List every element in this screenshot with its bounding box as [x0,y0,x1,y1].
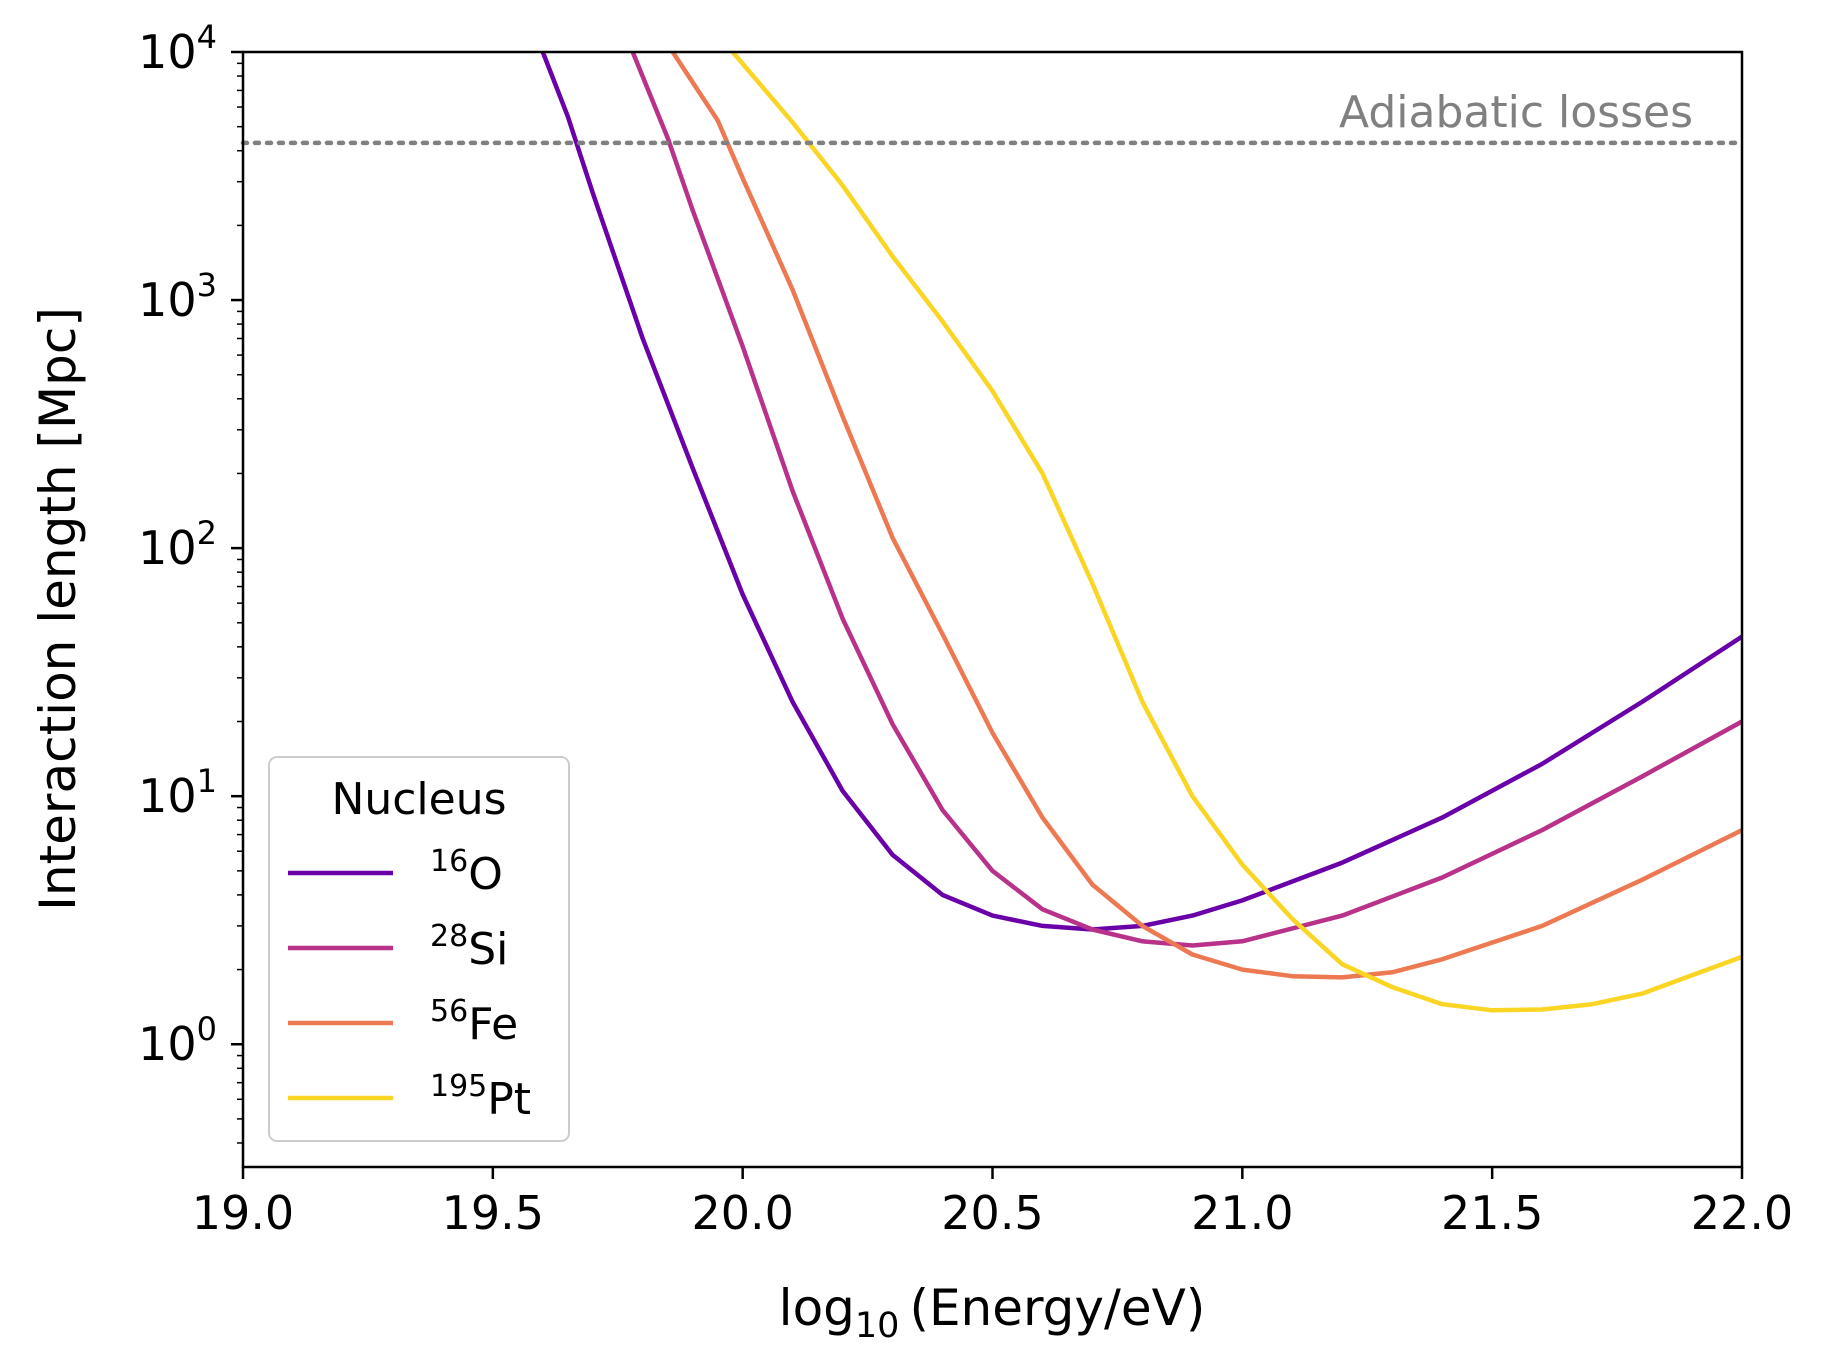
series-line-fe [670,52,1742,980]
reference-line-label: Adiabatic losses [1339,87,1693,138]
x-axis-label: log10 (Energy/eV) [779,1279,1206,1346]
legend-label-fe: 56Fe [430,994,518,1050]
y-tick-label: 100 [138,1010,217,1071]
legend-entries: 16O 28Si 56Fe 195Pt [288,844,531,1125]
x-tick-label: 20.5 [941,1186,1043,1240]
y-axis-label: Interaction length [Mpc] [29,307,87,911]
y-tick-label: 101 [138,762,217,823]
x-tick-label: 19.0 [192,1186,294,1240]
y-tick-label: 102 [138,514,217,575]
legend-label-si: 28Si [430,919,508,975]
series-line-si [630,52,1742,948]
x-axis-label-subscript: 10 [855,1306,900,1346]
x-tick-label: 20.0 [691,1186,793,1240]
y-tick-label: 103 [138,266,217,327]
y-axis: 100 101 102 103 104 [138,18,243,1144]
legend: Nucleus 16O 28Si 56Fe 195Pt [268,756,570,1142]
x-tick-label: 21.0 [1191,1186,1293,1240]
series-line-pt [730,52,1742,1013]
x-tick-label: 19.5 [442,1186,544,1240]
legend-title: Nucleus [331,774,506,825]
y-tick-label: 104 [138,18,217,79]
x-tick-label: 21.5 [1441,1186,1543,1240]
legend-box [268,756,570,1142]
series-layer [540,52,1742,1013]
x-axis-label-suffix: (Energy/eV) [909,1279,1205,1337]
x-axis-label-prefix: log [779,1279,855,1337]
x-tick-label: 22.0 [1691,1186,1793,1240]
series-line-o [540,52,1742,932]
x-axis: 19.0 19.5 20.0 20.5 21.0 21.5 22.0 [192,1167,1793,1240]
legend-label-pt: 195Pt [430,1069,531,1125]
legend-label-o: 16O [430,844,503,900]
